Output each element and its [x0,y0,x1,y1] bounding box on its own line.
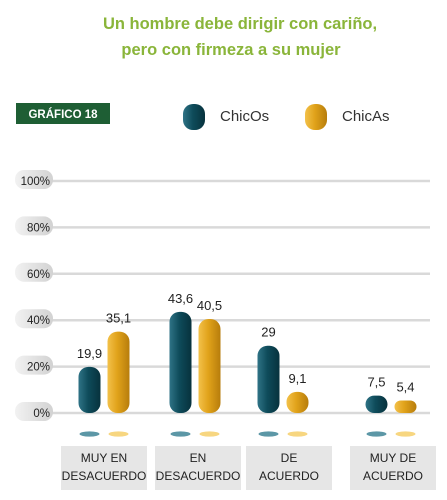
category-box [155,446,241,490]
value-label: 35,1 [106,311,131,326]
bars: 19,9 43,6 29 7,5 35,1 40,5 9,1 5,4 [77,291,417,437]
value-label: 40,5 [197,298,222,313]
value-label: 43,6 [168,291,193,306]
legend-label-chicos: ChicOs [220,108,269,125]
y-tick-pill [15,402,53,421]
bar-reflection [199,431,220,437]
legend-swatch-chicas [305,104,327,130]
legend-swatch-chicos [183,104,205,130]
value-label: 9,1 [288,371,306,386]
category-label: DE ACUERDO [259,451,319,483]
bar-reflection [395,431,416,437]
graphic-badge [16,103,110,124]
chart-title-line1: Un hombre debe dirigir con cariño, [103,15,377,33]
y-tick-label: 60% [27,269,50,281]
bar-chicas-2 [286,391,309,413]
chart-title-line2: pero con firmeza a su mujer [121,41,341,59]
y-tick-label: 40% [27,315,50,327]
bar-chicas-1 [198,319,221,413]
bar-reflection [366,431,387,437]
bar-reflection [287,431,308,437]
y-tick-label: 100% [21,176,50,188]
category-box [61,446,147,490]
bar-chicos-1 [169,311,192,413]
value-label: 7,5 [367,375,385,390]
category-label: MUY EN DESACUERDO [62,451,147,483]
value-label: 5,4 [396,379,414,394]
legend: ChicOs ChicAs [183,104,390,130]
bar-chicos-2 [257,345,280,413]
category-box [246,446,332,490]
bar-reflection [170,431,191,437]
bar-reflection [258,431,279,437]
bar-chicos-3 [365,395,388,413]
y-tick-pill [15,355,53,375]
category-label: EN DESACUERDO [156,451,241,483]
bar-reflection [79,431,100,437]
y-tick-pill [15,170,53,189]
category-label: MUY DE ACUERDO [363,451,423,483]
bar-reflection [108,431,129,437]
bar-chicas-3 [394,400,417,413]
y-tick-pill [15,309,53,329]
y-tick-pill [15,216,53,236]
category-box [350,446,436,490]
gridlines: 0% 20% 40% 60% 80% 100% [15,170,430,421]
value-label: 19,9 [77,346,102,361]
bar-chicos-0 [78,366,101,413]
legend-label-chicas: ChicAs [342,108,390,125]
y-tick-pill [15,262,53,282]
value-label: 29 [261,325,275,340]
graphic-badge-label: GRÁFICO 18 [28,108,98,121]
y-tick-label: 20% [27,362,50,374]
bar-chicas-0 [107,331,130,413]
category-labels: MUY EN DESACUERDO EN DESACUERDO DE ACUERDO MUY… [61,446,436,490]
y-tick-label: 0% [33,408,50,420]
y-tick-label: 80% [27,222,50,234]
